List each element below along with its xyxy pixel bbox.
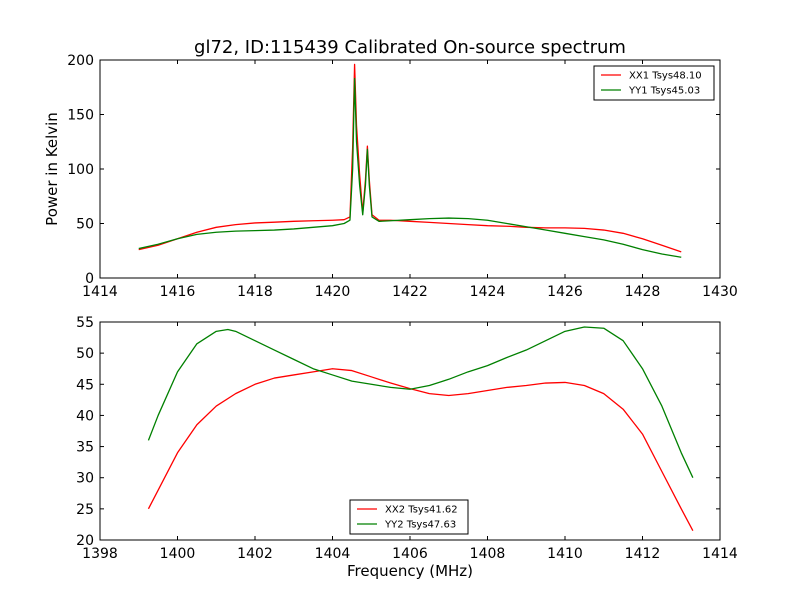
y-tick-label: 55 xyxy=(76,315,94,331)
y-tick-label: 35 xyxy=(76,440,94,456)
plot-1: 1414 1416 1418 1420 1422 1424 1426 1428 1430 0 50 1… xyxy=(43,53,738,300)
x-tick-label: 1410 xyxy=(547,546,583,562)
y-tick-label: 100 xyxy=(67,162,94,178)
x-tick-label: 1426 xyxy=(547,284,583,300)
x-tick-label: 1418 xyxy=(237,284,273,300)
x-tick-label: 1416 xyxy=(160,284,196,300)
y-tick-label: 50 xyxy=(76,217,94,233)
y-tick-label: 0 xyxy=(85,271,94,287)
legend: XX1 Tsys48.10 YY1 Tsys45.03 xyxy=(593,65,715,101)
x-axis-label: Frequency (MHz) xyxy=(347,562,473,580)
chart-title: gl72, ID:115439 Calibrated On-source spe… xyxy=(194,37,626,58)
y-tick-label: 40 xyxy=(76,408,94,424)
x-tick-label: 1414 xyxy=(82,284,118,300)
x-tick-label: 1408 xyxy=(470,546,506,562)
series-line-yy-2 xyxy=(147,326,694,478)
y-tick-label: 50 xyxy=(76,346,94,362)
x-tick-label: 1402 xyxy=(237,546,273,562)
x-tick-label: 1420 xyxy=(315,284,351,300)
y-tick-label: 45 xyxy=(76,377,94,393)
x-tick-label: 1412 xyxy=(625,546,661,562)
y-tick-label: 25 xyxy=(76,502,94,518)
x-tick-label: 1424 xyxy=(470,284,506,300)
series-line-xx-2 xyxy=(147,368,694,531)
x-tick-label: 1406 xyxy=(392,546,428,562)
x-tick-label: 1404 xyxy=(315,546,351,562)
x-tick-label: 1428 xyxy=(625,284,661,300)
plots: 1414 1416 1418 1420 1422 1424 1426 1428 14300501… xyxy=(43,53,738,580)
legend-label: YY1 Tsys45.03 xyxy=(628,86,700,97)
x-tick-label: 1414 xyxy=(702,546,738,562)
legend-label: XX2 Tsys41.62 xyxy=(385,505,458,516)
x-tick-label: 1422 xyxy=(392,284,428,300)
series-line-yy-1 xyxy=(138,77,682,258)
y-tick-label: 30 xyxy=(76,471,94,487)
y-tick-label: 20 xyxy=(76,533,94,549)
x-tick-label: 1400 xyxy=(160,546,196,562)
y-axis-label: Power in Kelvin xyxy=(43,112,61,226)
legend-box xyxy=(349,499,469,535)
legend-label: XX1 Tsys48.10 xyxy=(629,71,702,82)
y-tick-label: 150 xyxy=(67,108,94,124)
y-tick-label: 200 xyxy=(67,53,94,69)
legend: XX2 Tsys41.62 YY2 Tsys47.63 xyxy=(349,499,469,535)
legend-label: YY2 Tsys47.63 xyxy=(384,520,456,531)
legend-box xyxy=(593,65,715,101)
x-tick-label: 1398 xyxy=(82,546,118,562)
x-tick-label: 1430 xyxy=(702,284,738,300)
plot-2: 1398 1400 1402 1404 1406 1408 1410 1412 1414 20 25… xyxy=(76,315,738,580)
series-line-xx-1 xyxy=(138,63,682,253)
